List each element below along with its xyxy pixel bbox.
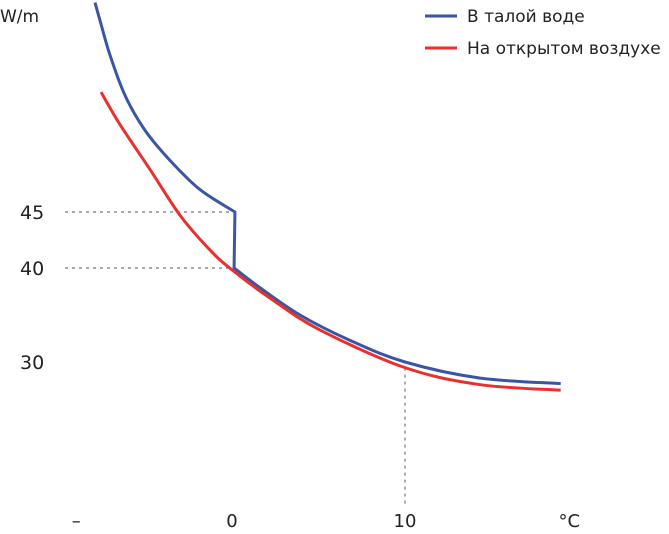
y-tick-label: 30 (20, 352, 44, 374)
x-tick-label: – (72, 511, 81, 532)
series-line-1 (99, 91, 561, 392)
x-tick-label: 0 (226, 511, 237, 532)
y-axis-label: W/m (0, 7, 39, 27)
y-tick-label: 40 (20, 258, 44, 280)
legend-label-1: На открытом воздухе (467, 39, 661, 59)
series-line-0 (93, 2, 561, 386)
x-tick-label: °C (559, 511, 581, 532)
legend-label-0: В талой воде (467, 7, 585, 27)
y-tick-label: 45 (20, 202, 44, 224)
x-tick-label: 10 (394, 511, 417, 532)
